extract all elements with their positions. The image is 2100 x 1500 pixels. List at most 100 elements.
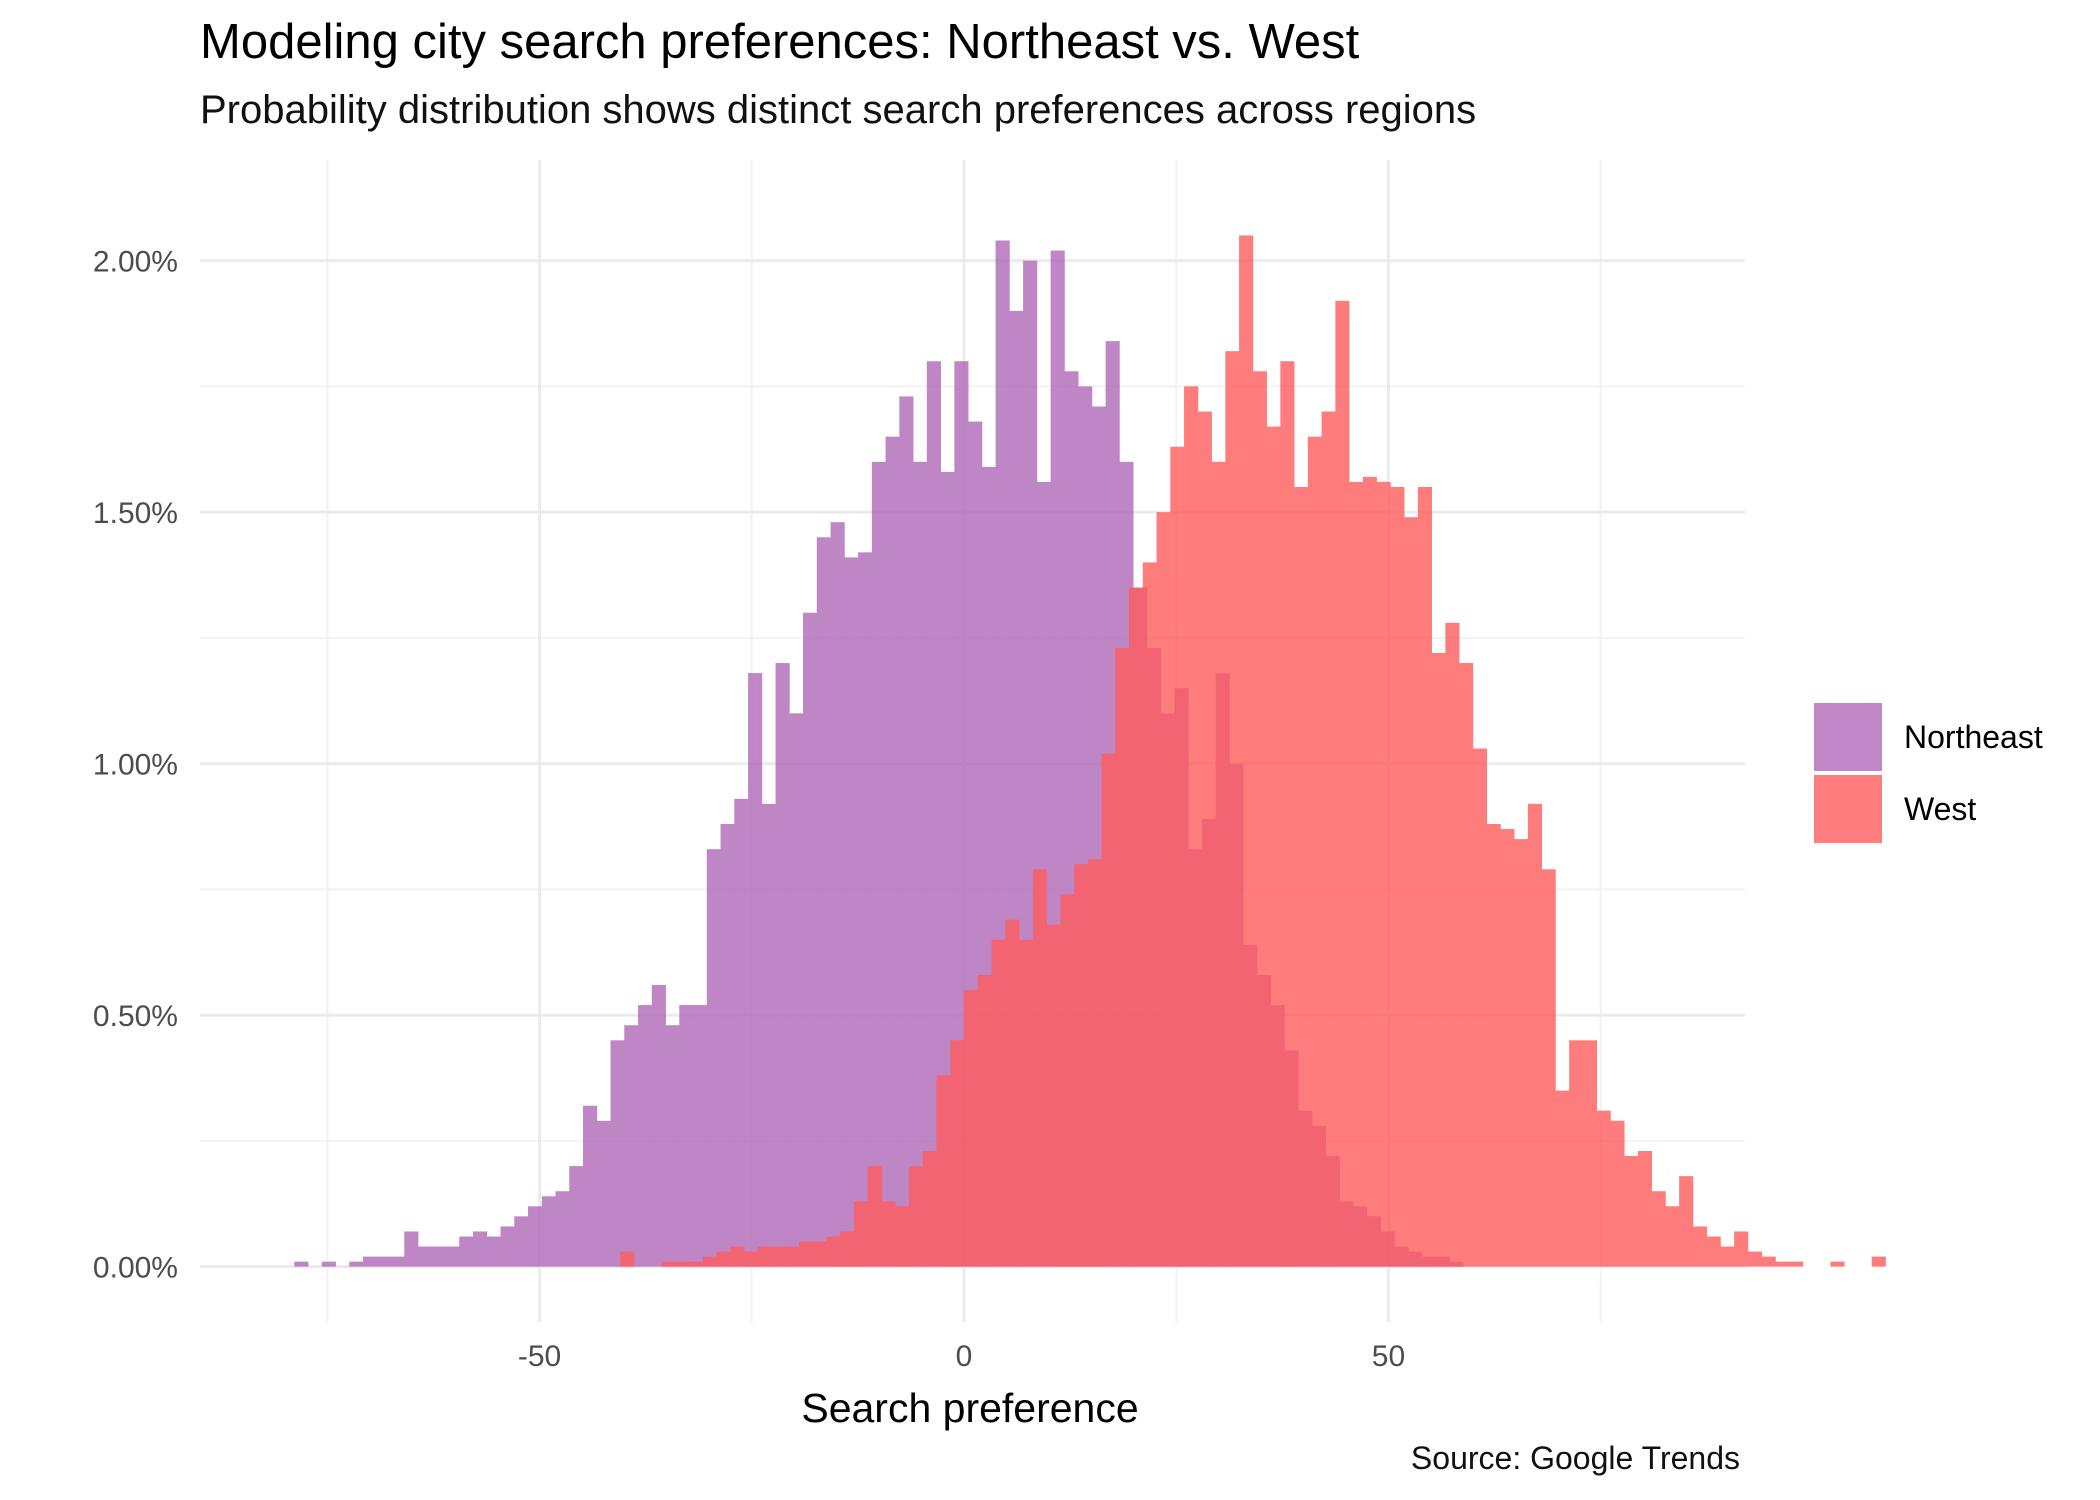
histogram-bar (1610, 1120, 1625, 1267)
histogram-bar (1830, 1261, 1845, 1267)
histogram-bar (541, 1196, 556, 1267)
histogram-bar (1170, 446, 1185, 1267)
histogram-bar (1321, 411, 1336, 1267)
histogram-bar (1032, 869, 1047, 1267)
chart-subtitle: Probability distribution shows distinct … (200, 88, 1477, 132)
histogram-bar (445, 1246, 460, 1267)
histogram-bar (853, 1201, 869, 1267)
histogram-bar (1569, 1040, 1584, 1267)
histogram-bar (1294, 486, 1309, 1267)
histogram-bar (1142, 562, 1157, 1267)
histogram-bar (693, 1005, 708, 1267)
histogram-bar (885, 436, 900, 1267)
histogram-bar (555, 1191, 570, 1267)
histogram-bar (1087, 859, 1102, 1267)
histogram-bar (1280, 361, 1295, 1267)
histogram-bar (812, 1241, 827, 1267)
histogram-bar (624, 1025, 639, 1267)
histogram-bar (1747, 1251, 1763, 1267)
histogram-bar (1266, 426, 1281, 1267)
histogram-bar (743, 1251, 759, 1267)
histogram-bar (881, 1201, 896, 1267)
x-tick-label: 0 (956, 1340, 973, 1373)
histogram-bar (1679, 1176, 1694, 1267)
histogram-bar (418, 1246, 433, 1267)
histogram-bar (665, 1025, 680, 1267)
y-tick-label: 0.50% (93, 1000, 178, 1033)
x-axis-title: Search preference (801, 1385, 1138, 1431)
histogram-bar (1115, 647, 1130, 1267)
histogram-bar (1252, 371, 1267, 1267)
histogram-bar (734, 798, 749, 1267)
histogram-bar (1775, 1261, 1790, 1267)
histogram-bar (1362, 476, 1377, 1267)
histogram-bar (1720, 1246, 1735, 1267)
histogram-bar (720, 824, 735, 1267)
series-west (620, 235, 1886, 1267)
histogram-bar (830, 522, 845, 1267)
histogram-bar (798, 1241, 814, 1267)
histogram-bar (840, 1231, 855, 1267)
histogram-bar (950, 1040, 965, 1267)
histogram-bar (1637, 1150, 1653, 1267)
histogram-bar (1184, 386, 1199, 1267)
histogram-bar (1074, 864, 1089, 1267)
histogram-bar (1734, 1231, 1749, 1267)
histogram-bar (1060, 894, 1075, 1267)
legend-key-northeast (1814, 703, 1882, 771)
histogram-bar (376, 1256, 391, 1267)
histogram-bar (706, 849, 721, 1267)
histogram-bar (816, 537, 831, 1267)
histogram-bar (1527, 803, 1542, 1267)
histogram-bar (730, 1246, 745, 1267)
histogram-bar (1307, 436, 1322, 1267)
histogram-bar (909, 1166, 924, 1267)
histogram-bar (638, 1005, 653, 1267)
histogram-bar (913, 461, 928, 1267)
histogram-bar (349, 1261, 364, 1267)
histogram-bar (748, 673, 763, 1267)
histogram-bar (1376, 481, 1391, 1267)
histogram-bar (867, 1166, 882, 1267)
histogram-bar (661, 1261, 676, 1267)
histogram-bar (459, 1236, 474, 1267)
histogram-bar (1665, 1206, 1680, 1267)
histogram-bar (926, 361, 941, 1267)
histogram-bar (1005, 919, 1020, 1267)
histogram-bar (500, 1226, 515, 1267)
histogram-bar (1651, 1191, 1666, 1267)
histogram-bar (688, 1261, 704, 1267)
histogram-bar (1555, 1090, 1570, 1267)
histogram-bar (1761, 1256, 1776, 1267)
histogram-bar (514, 1216, 529, 1267)
histogram-bar (1197, 411, 1212, 1267)
histogram-bar (1596, 1110, 1611, 1267)
axes: 0.00% 0.50% 1.00% 1.50% 2.00% -50 0 50 (93, 246, 1405, 1373)
histogram-bar (895, 1206, 910, 1267)
histogram-bar (1789, 1261, 1804, 1267)
histogram-bar (789, 713, 804, 1267)
histogram-bar (1417, 486, 1432, 1267)
histogram-bar (1239, 235, 1254, 1267)
histogram-bar (1390, 486, 1405, 1267)
histogram-bar (294, 1261, 309, 1267)
histogram-bar (404, 1231, 419, 1267)
histogram-bar (596, 1120, 611, 1267)
histogram-bar (936, 1075, 951, 1267)
histogram-bar (473, 1231, 488, 1267)
histogram-bar (486, 1236, 501, 1267)
histogram-bar (620, 1251, 635, 1267)
histogram-bar (362, 1256, 378, 1267)
histogram-bar (528, 1206, 543, 1267)
histogram-bar (716, 1251, 731, 1267)
histogram-bar (431, 1246, 446, 1267)
histogram-bar (1129, 587, 1144, 1267)
chart-source: Source: Google Trends (1410, 1440, 1740, 1476)
histogram-bar (964, 990, 979, 1267)
histogram-bar (844, 557, 859, 1267)
histogram-bar (1211, 461, 1226, 1267)
histogram-bar (1349, 481, 1364, 1267)
chart-title: Modeling city search preferences: Northe… (200, 15, 1360, 69)
y-tick-label: 1.50% (93, 497, 178, 530)
histogram-bar (991, 939, 1006, 1267)
